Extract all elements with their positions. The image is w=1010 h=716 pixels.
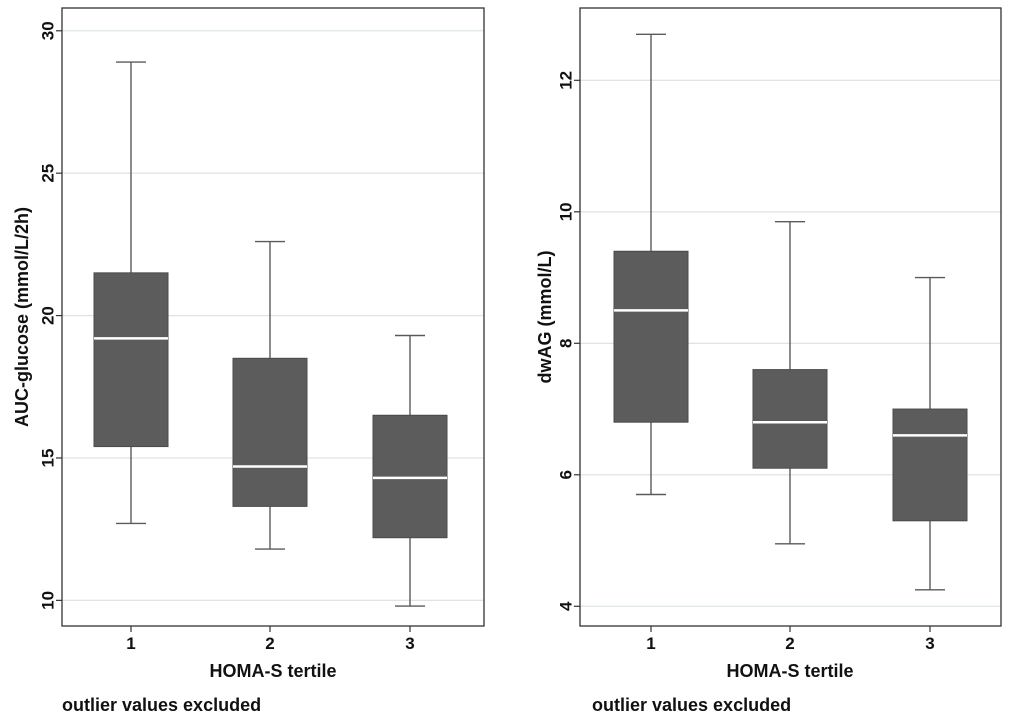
box-group-tertile-3: [892, 276, 968, 591]
x-axis-title: HOMA-S tertile: [209, 661, 336, 681]
y-axis-title: dwAG (mmol/L): [535, 251, 555, 384]
y-tick-label: 15: [39, 449, 58, 468]
x-tick-label: 3: [925, 634, 934, 653]
box-group-tertile-2: [752, 220, 828, 545]
x-tick-label: 3: [405, 634, 414, 653]
y-tick-label: 4: [557, 601, 576, 611]
iqr-box: [93, 272, 169, 448]
y-tick-label: 25: [39, 164, 58, 183]
y-tick-label: 10: [557, 202, 576, 221]
footnote: outlier values excluded: [592, 695, 791, 715]
plot-frame: [61, 7, 485, 627]
x-axis-title: HOMA-S tertile: [726, 661, 853, 681]
footnote: outlier values excluded: [62, 695, 261, 715]
x-tick-label: 1: [126, 634, 135, 653]
iqr-box: [613, 250, 689, 423]
box-group-tertile-2: [232, 240, 308, 550]
y-tick-label: 8: [557, 339, 576, 348]
iqr-box: [752, 369, 828, 469]
y-tick-label: 6: [557, 470, 576, 479]
y-tick-label: 10: [39, 591, 58, 610]
x-tick-label: 2: [265, 634, 274, 653]
y-tick-label: 30: [39, 21, 58, 40]
y-axis-title: AUC-glucose (mmol/L/2h): [12, 207, 32, 427]
x-tick-label: 2: [785, 634, 794, 653]
box-group-tertile-3: [372, 334, 448, 607]
box-group-tertile-1: [93, 61, 169, 525]
y-tick-label: 20: [39, 306, 58, 325]
iqr-box: [232, 357, 308, 507]
box-group-tertile-1: [613, 33, 689, 496]
y-tick-label: 12: [557, 71, 576, 90]
iqr-box: [372, 414, 448, 539]
box-plot-panel-1: 10 15 20 25 30 1 2 3 HOMA-S tertile AUC-glucose (…: [12, 7, 485, 715]
x-tick-label: 1: [646, 634, 655, 653]
iqr-box: [892, 408, 968, 522]
